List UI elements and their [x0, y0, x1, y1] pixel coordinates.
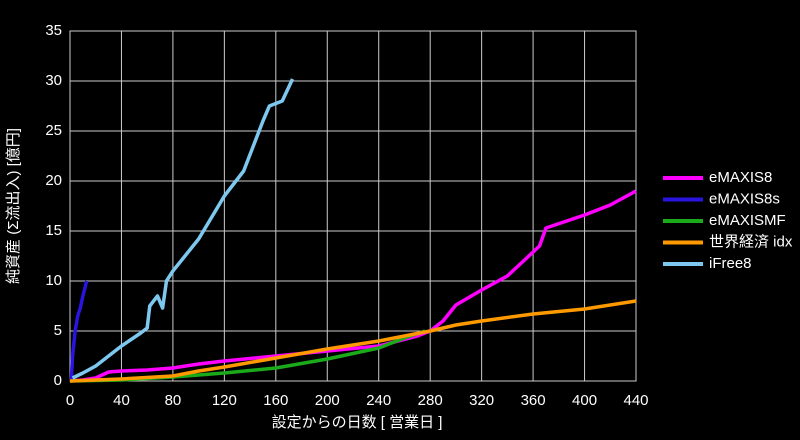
- legend-label: eMAXISMF: [709, 212, 786, 229]
- series-line: [69, 280, 89, 382]
- legend-label: 世界経済 idx: [709, 233, 793, 250]
- x-tick-label: 240: [366, 392, 391, 409]
- x-tick-label: 440: [623, 392, 648, 409]
- x-tick-label: 80: [165, 392, 182, 409]
- y-tick-label: 5: [54, 322, 62, 339]
- y-tick-label: 25: [45, 122, 62, 139]
- legend-label: eMAXIS8: [709, 169, 772, 186]
- legend-label: eMAXIS8s: [709, 190, 780, 207]
- y-tick-label: 20: [45, 172, 62, 189]
- x-tick-label: 200: [315, 392, 340, 409]
- series-line: [69, 299, 637, 383]
- x-axis-label: 設定からの日数 [ 営業日 ]: [272, 414, 443, 431]
- y-axis-label: 純資産 (Σ流出入) [億円]: [5, 128, 22, 284]
- y-tick-label: 35: [45, 22, 62, 39]
- x-tick-label: 0: [66, 392, 74, 409]
- x-tick-label: 120: [212, 392, 237, 409]
- y-tick-label: 0: [54, 372, 62, 389]
- y-tick-label: 30: [45, 72, 62, 89]
- x-tick-label: 400: [572, 392, 597, 409]
- y-tick-label: 10: [45, 272, 62, 289]
- series-line: [71, 78, 295, 380]
- y-tick-label: 15: [45, 222, 62, 239]
- legend-label: iFree8: [709, 255, 752, 272]
- x-tick-label: 40: [113, 392, 130, 409]
- x-tick-label: 360: [521, 392, 546, 409]
- x-tick-label: 320: [469, 392, 494, 409]
- x-tick-label: 280: [418, 392, 443, 409]
- x-tick-label: 160: [263, 392, 288, 409]
- plot-border: [69, 30, 637, 382]
